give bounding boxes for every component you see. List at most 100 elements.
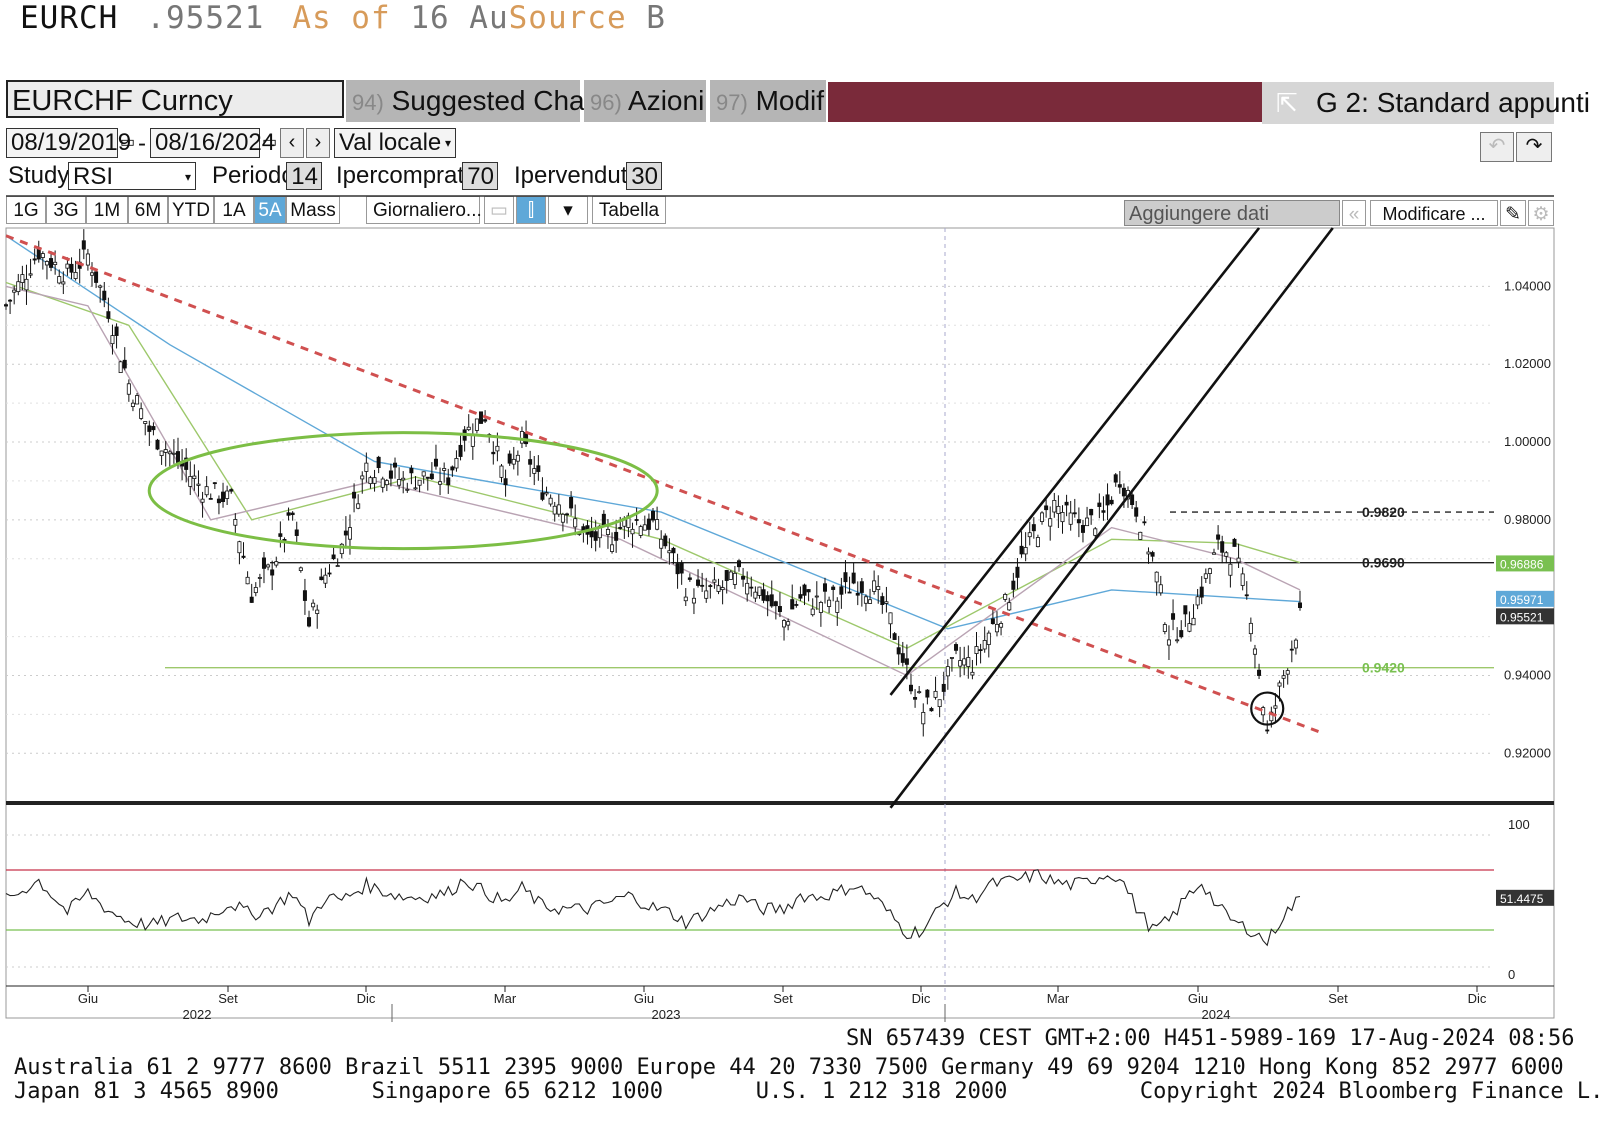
candle-body [94, 271, 99, 283]
candle-body [1232, 538, 1237, 547]
rsi-y-tick: 0 [1508, 967, 1515, 982]
x-month-label: Set [773, 991, 793, 1006]
study-select[interactable]: RSI ▾ [68, 162, 196, 190]
chart-type-icon[interactable]: ▭ [484, 196, 514, 224]
candle-body [892, 633, 897, 640]
calendar-icon[interactable]: ▭ [262, 134, 278, 151]
candle-body [556, 504, 561, 515]
ipercomprato-field[interactable]: 70 [462, 162, 498, 190]
candle-body [777, 606, 782, 613]
modificare-button[interactable]: Modificare ... [1370, 200, 1498, 226]
candle-body [655, 519, 660, 530]
candle-body [749, 586, 754, 589]
x-month-label: Dic [1468, 991, 1487, 1006]
periodo-field[interactable]: 14 [286, 162, 322, 190]
candle-body [1101, 510, 1106, 513]
azioni-menu[interactable]: 96) Azioni ▾ [584, 80, 719, 122]
candle-body [405, 488, 410, 491]
edit-icon[interactable]: ✎ [1500, 200, 1526, 226]
candle-body [491, 451, 496, 455]
period-tab-1a[interactable]: 1A [214, 196, 254, 224]
as-of-date: 16 Au [410, 0, 509, 36]
security-field[interactable]: EURCHF Curncy [6, 80, 344, 118]
candle-body [724, 570, 729, 581]
candle-body [175, 451, 180, 463]
period-tab-1m[interactable]: 1M [86, 196, 128, 224]
candle-body [495, 445, 500, 452]
suggested-charts-button[interactable]: 94) Suggested Charts [346, 80, 616, 122]
undo-button[interactable]: ↶ [1480, 132, 1514, 162]
candle-body [921, 712, 926, 725]
period-tab-6m[interactable]: 6M [128, 196, 168, 224]
candle-body [81, 240, 86, 250]
chart-template-label: G 2: Standard appunti [1316, 87, 1590, 118]
period-tab-mass[interactable]: Mass [286, 196, 340, 224]
period-tab-3g[interactable]: 3G [46, 196, 86, 224]
tabella-button[interactable]: Tabella [592, 196, 666, 224]
calendar-icon[interactable]: ▭ [120, 134, 136, 151]
rsi-value-label: 51.4475 [1500, 892, 1544, 906]
candle-body [1142, 521, 1147, 524]
candle-body [163, 449, 168, 453]
candle-body [675, 563, 680, 575]
candle-body [384, 480, 389, 486]
ticker: EURCH [20, 0, 119, 36]
candle-body [1207, 568, 1212, 574]
candle-body [581, 526, 586, 531]
candle-body [790, 599, 795, 610]
modif-num: 97) [716, 90, 748, 115]
low-marker-circle [1250, 691, 1285, 726]
candle-body [261, 557, 266, 569]
candle-body [1097, 502, 1102, 507]
candle-body [716, 585, 721, 592]
y-tick-label: 0.98000 [1504, 512, 1551, 527]
candle-body [638, 526, 643, 536]
chart-template-selector[interactable]: ⇱ G 2: Standard appunti [1262, 82, 1590, 124]
candle-body [646, 518, 651, 530]
add-data-input[interactable]: Aggiungere dati [1124, 200, 1340, 226]
consolidation-ellipse [147, 431, 659, 551]
candle-body [1048, 518, 1053, 527]
candle-body [1023, 547, 1028, 555]
y-tick-label: 1.00000 [1504, 434, 1551, 449]
candle-body [1289, 648, 1294, 651]
settings-icon[interactable]: ⚙ [1528, 200, 1554, 226]
candle-body [949, 657, 954, 659]
next-range-button[interactable]: › [306, 128, 330, 158]
candle-body [397, 479, 402, 486]
redo-button[interactable]: ↷ [1516, 132, 1552, 162]
moving-average-line [5, 281, 1301, 649]
candle-body [1072, 512, 1077, 515]
date-to-field[interactable]: 08/16/2024 [150, 128, 275, 158]
candle-body [315, 609, 320, 614]
ipervenduto-field[interactable]: 30 [626, 162, 662, 190]
candle-body [1228, 563, 1233, 576]
candle-body [593, 531, 598, 541]
candle-body [835, 600, 840, 613]
period-tab-ytd[interactable]: YTD [168, 196, 214, 224]
candle-body [225, 490, 230, 499]
collapse-icon[interactable]: « [1342, 200, 1366, 226]
candle-body [401, 477, 406, 481]
azioni-num: 96) [590, 90, 622, 115]
candle-body [270, 569, 275, 576]
as-of-label: As of [292, 0, 391, 36]
candle-body [159, 450, 164, 456]
candle-body [728, 571, 733, 580]
candle-body [925, 689, 930, 698]
candle-body [49, 258, 54, 268]
candle-body [151, 426, 156, 431]
candle-body [479, 411, 484, 424]
prev-range-button[interactable]: ‹ [280, 128, 304, 158]
date-separator: - [138, 130, 146, 157]
candle-body [880, 596, 885, 605]
date-from-field[interactable]: 08/19/2019 [6, 128, 131, 158]
candle-body [171, 452, 176, 455]
chevron-down-icon[interactable]: ▾ [548, 196, 588, 224]
modif-menu[interactable]: 97) Modif ▾ [710, 80, 839, 122]
candle-body [69, 263, 74, 273]
candle-body [761, 589, 766, 601]
rsi-y-tick: 100 [1508, 817, 1530, 832]
currency-select[interactable]: Val locale ▾ [334, 128, 456, 158]
candle-body [970, 671, 975, 676]
